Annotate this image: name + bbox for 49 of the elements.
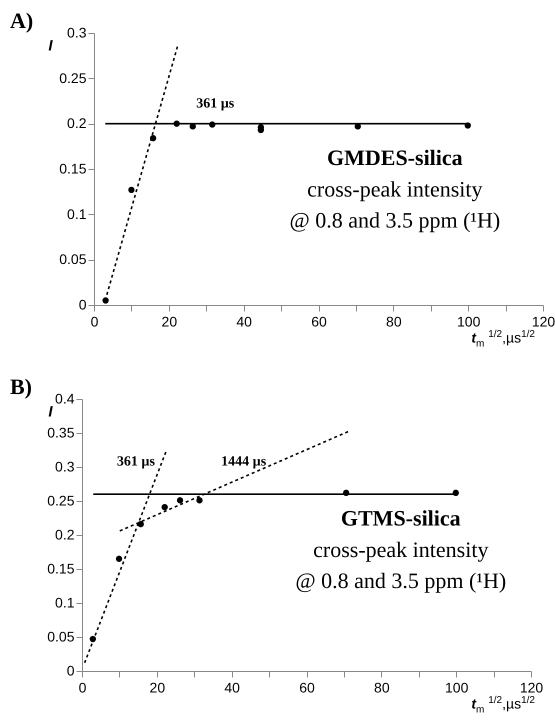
y-tick-label: 0.1 xyxy=(55,594,75,610)
point xyxy=(116,556,122,562)
x-tick-label: 120 xyxy=(520,680,544,696)
annotation: 1444 µs xyxy=(221,454,267,470)
y-tick-label: 0.1 xyxy=(67,206,87,222)
x-tick-label: 20 xyxy=(150,680,166,696)
y-tick-label: 0.05 xyxy=(47,628,75,644)
y-axis-title: I xyxy=(48,38,54,54)
annotation: @ 0.8 and 3.5 ppm (¹H) xyxy=(295,568,506,594)
x-tick-label: 60 xyxy=(311,314,327,330)
y-tick-label: 0.25 xyxy=(47,492,75,508)
x-axis-title: t$_{m}$ $^{1/2}$,µs$^{1/2}$ xyxy=(471,695,535,716)
x-tick-label: 100 xyxy=(444,680,469,696)
y-tick-label: 0.05 xyxy=(59,251,87,268)
x-tick-label: 0 xyxy=(90,314,99,330)
x-tick-label: 120 xyxy=(532,314,555,330)
point xyxy=(128,186,135,194)
annotation: @ 0.8 and 3.5 ppm (¹H) xyxy=(289,208,500,233)
x-axis-title: t$_{m}$ $^{1/2}$,µs$^{1/2}$ xyxy=(471,329,535,350)
annotation: cross-peak intensity xyxy=(313,536,488,562)
y-tick-label: 0.15 xyxy=(47,560,75,576)
y-axis-title: I xyxy=(48,404,54,420)
y-tick-label: 0.35 xyxy=(47,424,75,440)
y-tick-label: 0 xyxy=(66,662,75,678)
x-tick-label: 100 xyxy=(456,314,481,330)
x-tick-label: 20 xyxy=(162,314,178,330)
chart-title: A) xyxy=(10,8,34,34)
x-tick-label: 40 xyxy=(236,314,252,330)
annotation: GMDES-silica xyxy=(326,145,463,170)
x-tick-label: 60 xyxy=(299,680,315,696)
chart-title: B) xyxy=(10,374,32,400)
point xyxy=(196,497,203,504)
x-tick-label: 80 xyxy=(374,680,390,696)
y-tick-label: 0.3 xyxy=(67,24,87,40)
point xyxy=(176,497,184,504)
y-tick-label: 0.4 xyxy=(55,390,75,406)
annotation: GTMS-silica xyxy=(340,506,461,531)
point xyxy=(162,504,168,510)
annotation: 361 µs xyxy=(196,96,235,112)
annotation: 361 µs xyxy=(116,454,156,470)
y-tick-label: 0.2 xyxy=(55,526,75,542)
annotation: cross-peak intensity xyxy=(307,176,483,202)
y-tick-label: 0 xyxy=(78,296,87,312)
x-tick-label: 40 xyxy=(224,680,240,696)
y-tick-label: 0.2 xyxy=(67,115,87,132)
y-tick-label: 0.25 xyxy=(59,70,87,86)
y-tick-label: 0.3 xyxy=(55,458,75,474)
x-tick-label: 80 xyxy=(386,314,402,330)
y-tick-label: 0.15 xyxy=(59,160,87,176)
